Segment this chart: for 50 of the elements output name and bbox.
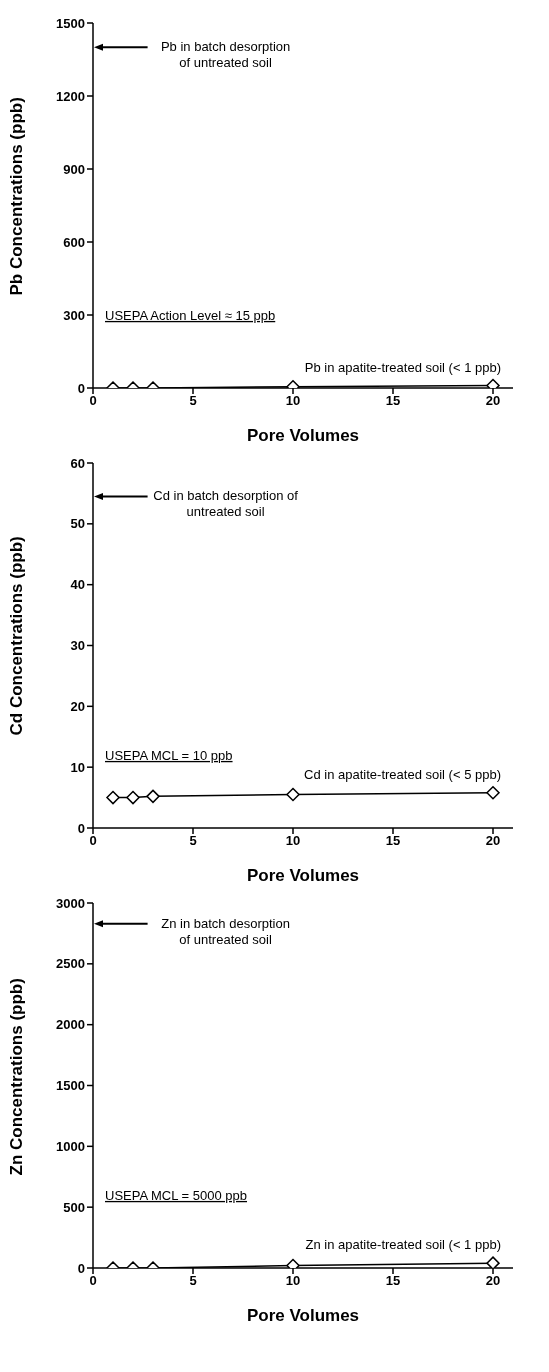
series-label: Cd in apatite-treated soil (< 5 ppb) (304, 766, 501, 782)
x-tick-label: 20 (485, 833, 501, 849)
x-tick-label: 5 (189, 1273, 197, 1289)
x-axis-title: Pore Volumes (246, 1306, 360, 1325)
annotation: USEPA Action Level ≈ 15 ppb (105, 307, 276, 323)
x-tick-label: 20 (485, 393, 501, 409)
x-tick-label: 10 (285, 833, 301, 849)
y-tick-label: 3000 (56, 895, 85, 911)
y-tick-label: 20 (70, 698, 85, 714)
x-axis-title: Pore Volumes (246, 426, 360, 445)
y-tick-label: 1200 (56, 88, 85, 104)
y-tick-label: 0 (77, 1260, 85, 1276)
ref-line-label: Zn in batch desorption of untreated soil (161, 915, 290, 947)
y-tick-label: 2500 (56, 956, 85, 972)
annotation: USEPA MCL = 10 ppb (105, 747, 233, 763)
y-tick-label: 1500 (56, 15, 85, 31)
x-tick-label: 0 (89, 1273, 97, 1289)
annotation: USEPA MCL = 5000 ppb (105, 1187, 248, 1203)
ref-line-label: Pb in batch desorption of untreated soil (160, 39, 291, 71)
y-tick-label: 50 (70, 516, 85, 532)
series-label: Zn in apatite-treated soil (< 1 ppb) (305, 1237, 501, 1253)
y-axis-title: Cd Concentrations (ppb) (7, 536, 27, 736)
y-tick-label: 300 (63, 307, 85, 323)
y-tick-label: 500 (63, 1199, 85, 1215)
x-axis-title: Pore Volumes (246, 866, 360, 885)
y-tick-label: 0 (77, 380, 85, 396)
ref-line-label: Cd in batch desorption of untreated soil (153, 488, 299, 520)
y-tick-label: 60 (70, 455, 85, 471)
x-tick-label: 10 (285, 393, 301, 409)
x-tick-label: 0 (89, 833, 97, 849)
x-tick-label: 10 (285, 1273, 301, 1289)
x-tick-label: 5 (189, 833, 197, 849)
y-tick-label: 10 (70, 759, 85, 775)
x-tick-label: 15 (385, 833, 401, 849)
series-label: Pb in apatite-treated soil (< 1 ppb) (304, 359, 501, 375)
x-tick-label: 5 (189, 393, 197, 409)
x-tick-label: 20 (485, 1273, 501, 1289)
y-tick-label: 40 (70, 577, 85, 593)
y-tick-label: 0 (77, 820, 85, 836)
y-tick-label: 1500 (56, 1078, 85, 1094)
y-axis-title: Zn Concentrations (ppb) (7, 978, 27, 1176)
x-tick-label: 15 (385, 1273, 401, 1289)
x-tick-label: 15 (385, 393, 401, 409)
y-tick-label: 2000 (56, 1017, 85, 1033)
y-tick-label: 600 (63, 234, 85, 250)
y-axis-title: Pb Concentrations (ppb) (7, 97, 27, 296)
y-tick-label: 30 (70, 638, 85, 654)
x-tick-label: 0 (89, 393, 97, 409)
y-tick-label: 1000 (56, 1138, 85, 1154)
y-tick-label: 900 (63, 161, 85, 177)
